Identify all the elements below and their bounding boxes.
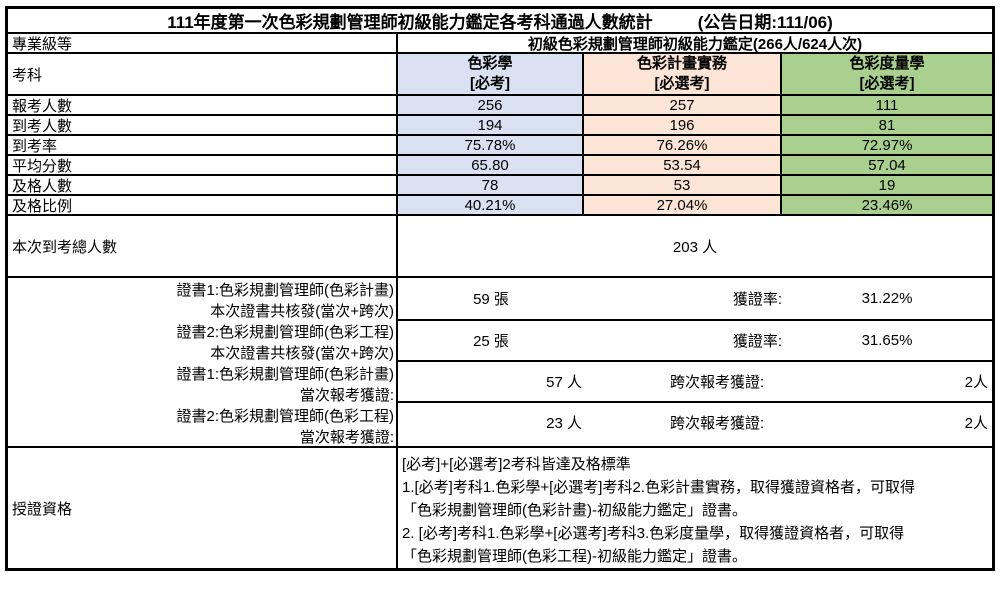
page-title: 111年度第一次色彩規劃管理師初級能力鑑定各考科通過人數統計: [167, 13, 653, 32]
stat-value: 27.04%: [582, 196, 780, 214]
stat-label: 及格比例: [12, 197, 73, 215]
stat-value: 81: [780, 116, 992, 134]
cert-row-issued-2: 25 張 獲證率: 31.65%: [398, 319, 992, 360]
level-label: 專業級等: [12, 35, 73, 53]
stat-row-attended: 到考人數 194 196 81: [8, 114, 992, 135]
cert-label-line: 證書2:色彩規劃管理師(色彩工程): [176, 408, 394, 425]
cert-rate: 31.22%: [861, 290, 913, 307]
qualification-line: [必考]+[必選考]2考科皆達及格標準: [402, 456, 631, 473]
qualification-line: 「色彩規劃管理師(色彩計畫)-初級能力鑑定」證書。: [402, 502, 747, 519]
subject-name: 色彩度量學: [849, 55, 925, 72]
stat-value: 19: [780, 176, 992, 194]
stat-value: 194: [396, 116, 582, 134]
stat-label: 報考人數: [12, 97, 73, 115]
cert-label-line: 當次報考獲證:: [299, 429, 394, 446]
cert-count: 57 人: [546, 374, 582, 391]
stat-value: 111: [780, 96, 992, 114]
cert-rate-label: 跨次報考獲證:: [670, 374, 765, 391]
qualification-line: 1.[必考]考科1.色彩學+[必選考]考科2.色彩計畫實務，取得獲證資格者，可取…: [402, 479, 915, 496]
stat-row-attendance-rate: 到考率 75.78% 76.26% 72.97%: [8, 134, 992, 155]
cert-row-current-2: 23 人 跨次報考獲證: 2人: [398, 401, 992, 442]
stat-value: 75.78%: [396, 136, 582, 154]
certificate-labels: 證書1:色彩規劃管理師(色彩計畫) 本次證書共核發(當次+跨次) 證書2:色彩規…: [8, 278, 396, 446]
qualification-line: 2. [必考]考科1.色彩學+[必選考]考科3.色彩度量學，取得獲證資格者，可取…: [402, 525, 905, 542]
subject-header-row: 考科 色彩學 [必考] 色彩計畫實務 [必選考] 色彩度量學 [必選考]: [8, 52, 992, 94]
stat-value: 23.46%: [780, 196, 992, 214]
subject-tag: [必考]: [470, 75, 510, 92]
cert-label-line: 證書1:色彩規劃管理師(色彩計畫): [176, 366, 394, 383]
cert-count: 23 人: [546, 415, 582, 432]
cert-rate: 31.65%: [861, 332, 913, 349]
stat-value: 53: [582, 176, 780, 194]
subject-tag: [必選考]: [654, 75, 710, 92]
cert-label-line: 本次證書共核發(當次+跨次): [210, 303, 394, 320]
stat-value: 257: [582, 96, 780, 114]
cert-count: 25 張: [473, 333, 509, 350]
cert-rate-label: 獲證率:: [732, 291, 782, 308]
cert-label-line: 當次報考獲證:: [299, 387, 394, 404]
stat-label: 到考人數: [12, 117, 73, 135]
stat-row-pass-rate: 及格比例 40.21% 27.04% 23.46%: [8, 194, 992, 215]
announcement-date: (公告日期:111/06): [697, 13, 833, 32]
stat-row-avg-score: 平均分數 65.80 53.54 57.04: [8, 154, 992, 175]
cert-rate-label: 獲證率:: [732, 333, 782, 350]
stat-value: 256: [396, 96, 582, 114]
subject-name: 色彩學: [467, 55, 513, 72]
exam-stats-table: 111年度第一次色彩規劃管理師初級能力鑑定各考科通過人數統計 (公告日期:111…: [5, 6, 995, 571]
stat-value: 57.04: [780, 156, 992, 174]
stat-label: 到考率: [12, 137, 58, 155]
subject-name: 色彩計畫實務: [636, 55, 727, 72]
subject-col-colorology: 色彩學 [必考]: [396, 54, 582, 94]
qualification-label: 授證資格: [12, 500, 73, 518]
stat-value: 65.80: [396, 156, 582, 174]
subject-tag: [必選考]: [859, 75, 915, 92]
cert-label-line: 本次證書共核發(當次+跨次): [210, 345, 394, 362]
stat-value: 78: [396, 176, 582, 194]
total-attended-row: 本次到考總人數 203 人: [8, 214, 992, 276]
total-value: 203 人: [396, 216, 992, 276]
subject-label: 考科: [12, 66, 43, 84]
level-row: 專業級等 初級色彩規劃管理師初級能力鑑定(266人/624人次): [8, 32, 992, 53]
certificate-section: 證書1:色彩規劃管理師(色彩計畫) 本次證書共核發(當次+跨次) 證書2:色彩規…: [8, 276, 992, 446]
subject-col-color-plan: 色彩計畫實務 [必選考]: [582, 54, 780, 94]
cert-label-line: 證書2:色彩規劃管理師(色彩工程): [176, 324, 394, 341]
stat-value: 76.26%: [582, 136, 780, 154]
title-row: 111年度第一次色彩規劃管理師初級能力鑑定各考科通過人數統計 (公告日期:111…: [8, 9, 992, 32]
qualification-text: [必考]+[必選考]2考科皆達及格標準 1.[必考]考科1.色彩學+[必選考]考…: [396, 448, 992, 568]
cert-label-line: 證書1:色彩規劃管理師(色彩計畫): [176, 282, 394, 299]
stat-value: 53.54: [582, 156, 780, 174]
total-label: 本次到考總人數: [12, 238, 118, 256]
stat-value: 40.21%: [396, 196, 582, 214]
cert-row-current-1: 57 人 跨次報考獲證: 2人: [398, 360, 992, 401]
cert-rate: 2人: [964, 374, 988, 391]
stat-value: 196: [582, 116, 780, 134]
cert-count: 59 張: [473, 291, 509, 308]
certificate-values: 59 張 獲證率: 31.22% 25 張 獲證率: 31.65% 57 人 跨…: [396, 278, 992, 446]
cert-row-issued-1: 59 張 獲證率: 31.22%: [398, 278, 992, 319]
level-value: 初級色彩規劃管理師初級能力鑑定(266人/624人次): [396, 34, 992, 53]
cert-rate: 2人: [964, 415, 988, 432]
cert-rate-label: 跨次報考獲證:: [670, 415, 765, 432]
stat-row-registered: 報考人數 256 257 111: [8, 94, 992, 115]
stat-row-passed: 及格人數 78 53 19: [8, 174, 992, 195]
stat-value: 72.97%: [780, 136, 992, 154]
stat-label: 及格人數: [12, 177, 73, 195]
stat-label: 平均分數: [12, 157, 73, 175]
qualification-row: 授證資格 [必考]+[必選考]2考科皆達及格標準 1.[必考]考科1.色彩學+[…: [8, 446, 992, 568]
subject-col-colorimetry: 色彩度量學 [必選考]: [780, 54, 992, 94]
qualification-line: 「色彩規劃管理師(色彩工程)-初級能力鑑定」證書。: [402, 548, 747, 565]
